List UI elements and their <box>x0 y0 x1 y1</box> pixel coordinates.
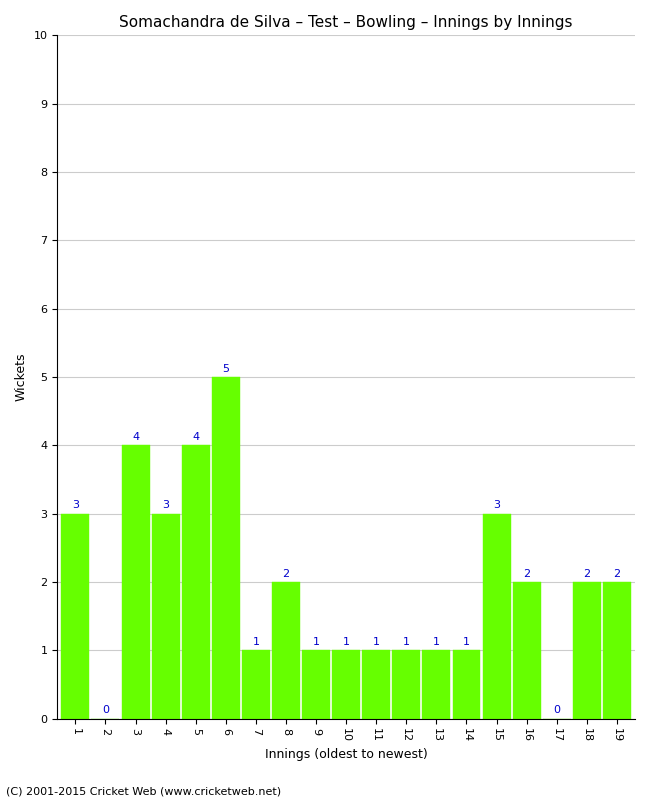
Text: 2: 2 <box>282 569 289 578</box>
Text: 1: 1 <box>252 637 259 647</box>
Bar <box>302 650 330 718</box>
Bar <box>513 582 541 718</box>
Bar <box>482 514 511 718</box>
Text: 2: 2 <box>614 569 621 578</box>
Bar <box>151 514 179 718</box>
Bar <box>272 582 300 718</box>
Text: 1: 1 <box>433 637 440 647</box>
Text: 0: 0 <box>102 705 109 715</box>
Y-axis label: Wickets: Wickets <box>15 353 28 402</box>
Bar <box>452 650 480 718</box>
Text: 0: 0 <box>553 705 560 715</box>
Bar <box>393 650 421 718</box>
Bar <box>603 582 631 718</box>
Bar <box>242 650 270 718</box>
Text: 4: 4 <box>192 432 200 442</box>
Bar <box>422 650 450 718</box>
Bar <box>182 446 210 718</box>
Text: 1: 1 <box>313 637 320 647</box>
Text: 1: 1 <box>403 637 410 647</box>
Text: 1: 1 <box>463 637 470 647</box>
Bar <box>362 650 390 718</box>
Bar <box>122 446 150 718</box>
Text: 2: 2 <box>583 569 590 578</box>
Text: 3: 3 <box>162 500 169 510</box>
Text: 1: 1 <box>343 637 350 647</box>
X-axis label: Innings (oldest to newest): Innings (oldest to newest) <box>265 748 428 761</box>
Text: 1: 1 <box>372 637 380 647</box>
Bar <box>332 650 360 718</box>
Title: Somachandra de Silva – Test – Bowling – Innings by Innings: Somachandra de Silva – Test – Bowling – … <box>120 15 573 30</box>
Bar <box>212 377 240 718</box>
Text: 5: 5 <box>222 363 229 374</box>
Text: 3: 3 <box>72 500 79 510</box>
Text: 2: 2 <box>523 569 530 578</box>
Bar <box>573 582 601 718</box>
Text: 4: 4 <box>132 432 139 442</box>
Text: 3: 3 <box>493 500 500 510</box>
Text: (C) 2001-2015 Cricket Web (www.cricketweb.net): (C) 2001-2015 Cricket Web (www.cricketwe… <box>6 786 281 796</box>
Bar <box>61 514 89 718</box>
